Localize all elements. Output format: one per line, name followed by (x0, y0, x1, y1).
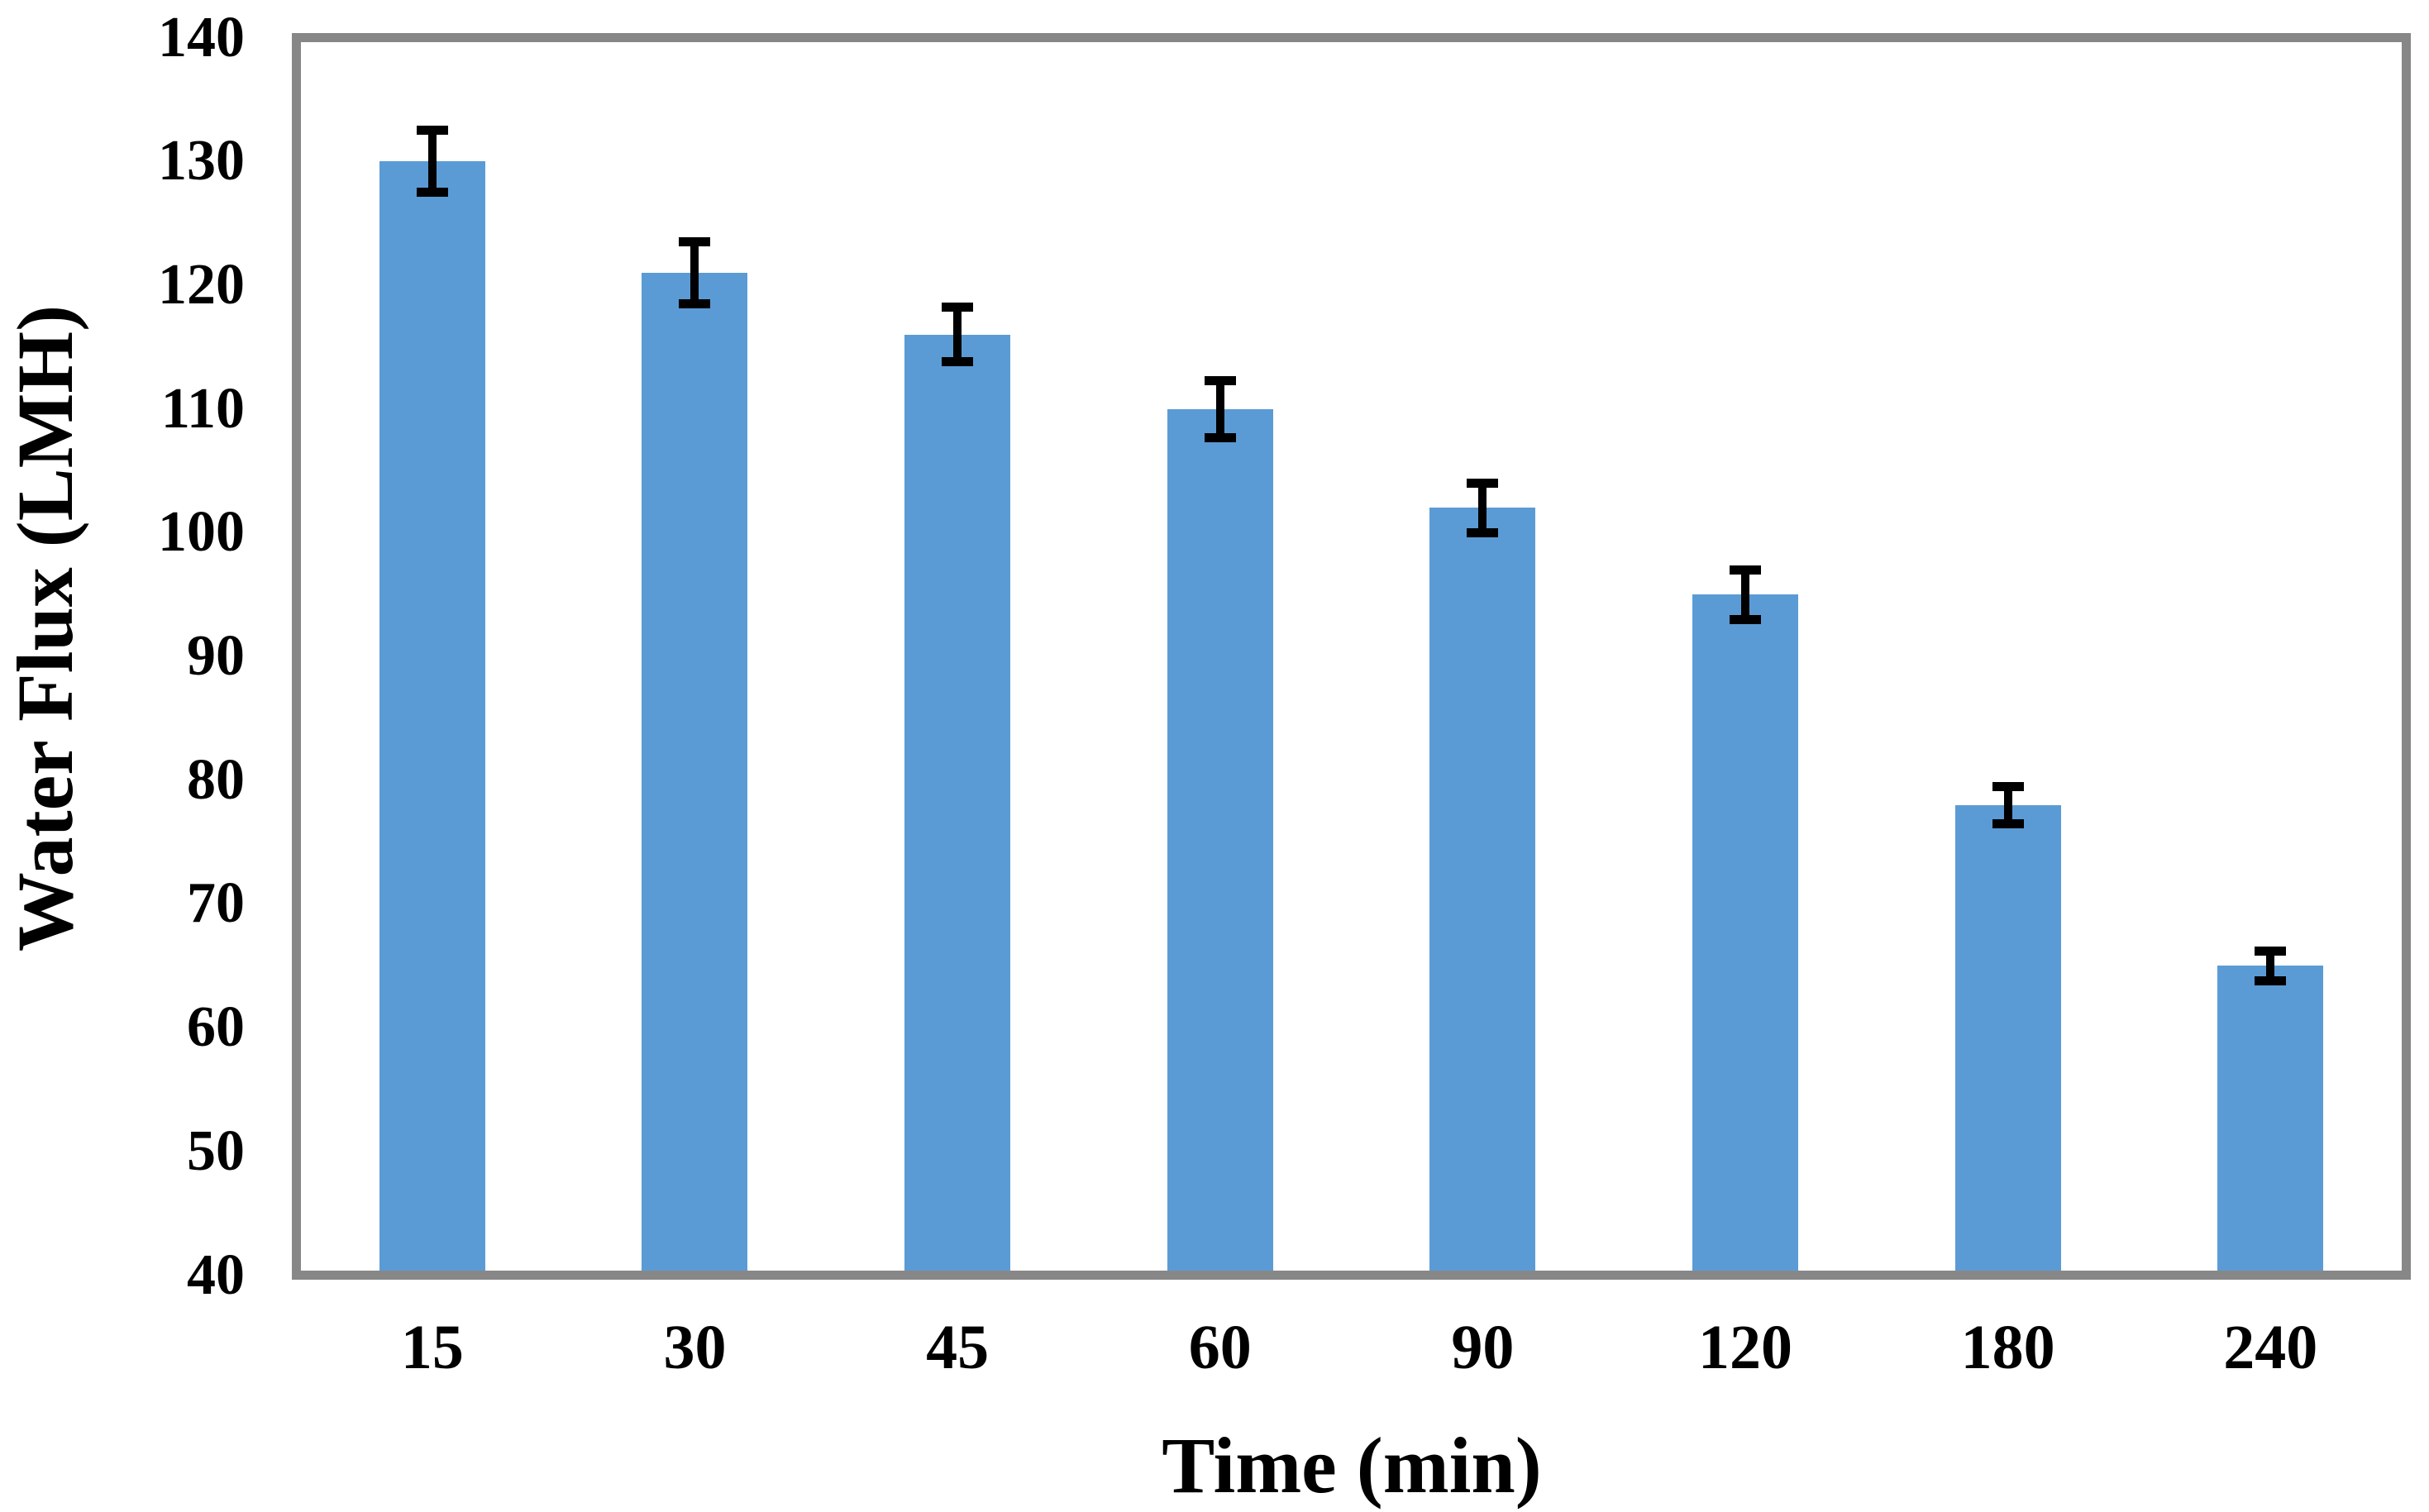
error-bar-cap-top-120 (1729, 565, 1761, 575)
error-bar-cap-bottom-90 (1467, 527, 1499, 537)
error-bar-cap-top-15 (416, 126, 448, 136)
error-bar-stem-15 (427, 130, 437, 193)
bar-30 (642, 272, 748, 1276)
x-tick-label-45: 45 (926, 1313, 990, 1382)
error-bar-cap-bottom-180 (1992, 818, 2024, 828)
error-bar-cap-top-45 (942, 303, 974, 312)
error-bar-cap-bottom-240 (2255, 975, 2287, 985)
y-tick-label-40: 40 (187, 1243, 245, 1307)
error-bar-cap-top-60 (1204, 375, 1236, 385)
y-tick-label-60: 60 (187, 995, 245, 1060)
error-bar-cap-top-90 (1467, 478, 1499, 488)
y-tick-label-80: 80 (187, 747, 245, 812)
x-tick-label-240: 240 (2223, 1313, 2318, 1382)
plot-frame (292, 33, 2411, 1280)
error-bar-cap-top-240 (2255, 946, 2287, 956)
error-bar-stem-60 (1215, 380, 1224, 438)
error-bar-cap-top-180 (1992, 781, 2024, 791)
error-bar-stem-120 (1740, 570, 1749, 620)
y-tick-label-100: 100 (158, 500, 245, 565)
error-bar-cap-top-30 (679, 237, 711, 246)
x-tick-label-120: 120 (1697, 1313, 1792, 1382)
error-bar-stem-180 (2003, 786, 2012, 824)
x-tick-label-60: 60 (1188, 1313, 1252, 1382)
y-tick-label-110: 110 (160, 376, 245, 441)
error-bar-cap-bottom-120 (1729, 614, 1761, 624)
error-bar-stem-45 (953, 307, 962, 362)
y-axis-title: Water Flux (LMH) (1, 304, 89, 952)
bar-15 (379, 161, 485, 1276)
bar-180 (1954, 804, 2061, 1276)
error-bar-stem-30 (690, 241, 699, 304)
error-bar-stem-240 (2266, 951, 2275, 981)
error-bar-cap-bottom-30 (679, 298, 711, 308)
x-tick-label-15: 15 (400, 1313, 464, 1382)
error-bar-cap-bottom-45 (942, 357, 974, 367)
error-bar-cap-bottom-60 (1204, 432, 1236, 442)
bar-60 (1167, 408, 1273, 1276)
x-tick-label-90: 90 (1451, 1313, 1515, 1382)
bar-120 (1692, 594, 1798, 1276)
bar-240 (2217, 966, 2324, 1276)
y-tick-label-90: 90 (187, 624, 245, 688)
y-tick-label-140: 140 (158, 5, 245, 69)
y-tick-label-130: 130 (158, 129, 245, 193)
error-bar-cap-bottom-15 (416, 188, 448, 198)
bar-90 (1429, 508, 1536, 1276)
error-bar-stem-90 (1478, 483, 1487, 533)
x-tick-label-30: 30 (663, 1313, 727, 1382)
y-tick-label-70: 70 (187, 871, 245, 936)
bar-45 (904, 334, 1011, 1276)
y-tick-label-50: 50 (187, 1118, 245, 1183)
x-tick-label-180: 180 (1960, 1313, 2055, 1382)
x-axis-title: Time (min) (1162, 1421, 1542, 1510)
y-tick-label-120: 120 (158, 252, 245, 317)
